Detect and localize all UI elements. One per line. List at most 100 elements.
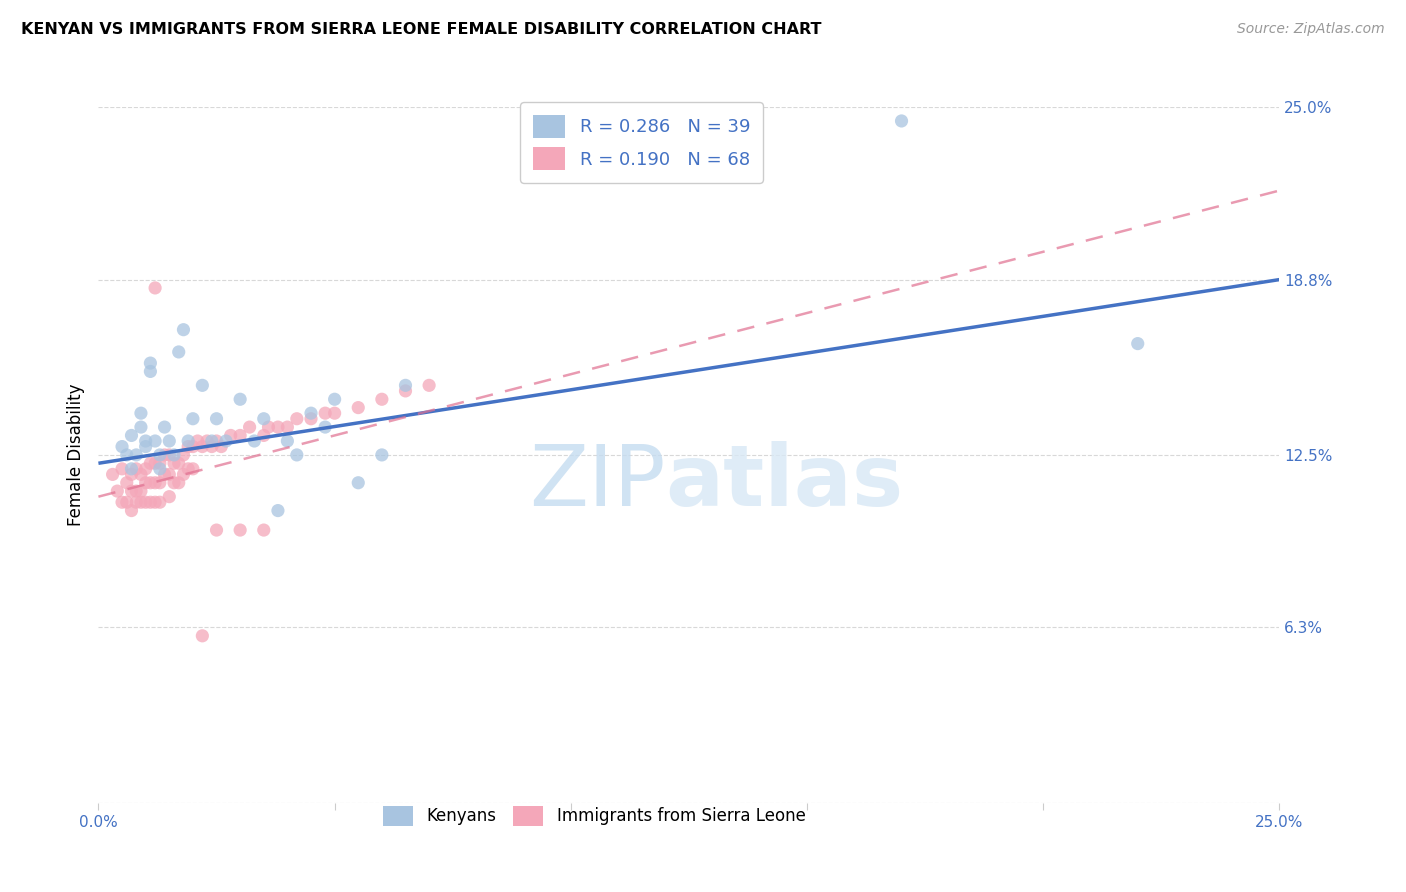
Point (181, 411, 204, 425)
Point (135, 434, 157, 448)
Point (172, 448, 194, 462)
Point (125, 448, 148, 462)
Point (101, 467, 124, 482)
Point (129, 495, 152, 509)
Point (299, 411, 322, 425)
Point (181, 440, 204, 454)
Point (267, 503, 290, 517)
Point (143, 475, 166, 490)
Point (229, 523, 252, 537)
Point (111, 462, 134, 476)
Point (149, 475, 172, 490)
Point (323, 392, 346, 407)
Point (177, 462, 200, 476)
Point (129, 406, 152, 420)
Point (157, 434, 180, 448)
Point (229, 428, 252, 442)
Point (125, 462, 148, 476)
Text: KENYAN VS IMMIGRANTS FROM SIERRA LEONE FEMALE DISABILITY CORRELATION CHART: KENYAN VS IMMIGRANTS FROM SIERRA LEONE F… (21, 22, 821, 37)
Point (163, 456, 186, 470)
Point (135, 462, 157, 476)
Point (135, 495, 157, 509)
Point (139, 495, 162, 509)
Point (239, 420, 262, 434)
Point (314, 420, 336, 434)
Point (143, 434, 166, 448)
Point (115, 495, 138, 509)
Point (394, 384, 416, 398)
Point (276, 434, 298, 448)
Point (157, 467, 180, 482)
Text: ZIP: ZIP (529, 442, 665, 524)
Point (299, 406, 322, 420)
Point (143, 495, 166, 509)
Point (201, 440, 224, 454)
Point (167, 475, 190, 490)
Point (157, 448, 180, 462)
Point (229, 392, 252, 407)
Point (139, 475, 162, 490)
Point (111, 440, 134, 454)
Point (143, 281, 166, 295)
Point (205, 411, 228, 425)
Point (191, 440, 214, 454)
Point (167, 456, 190, 470)
Point (215, 434, 238, 448)
Point (257, 420, 280, 434)
Point (347, 475, 370, 490)
Point (243, 434, 266, 448)
Point (149, 462, 172, 476)
Point (253, 428, 276, 442)
Point (121, 503, 143, 517)
Point (209, 440, 232, 454)
Point (121, 484, 143, 499)
Point (149, 456, 172, 470)
Point (149, 495, 172, 509)
Point (177, 440, 200, 454)
Point (323, 406, 346, 420)
Point (121, 462, 143, 476)
Point (167, 345, 190, 359)
Point (187, 434, 209, 448)
Y-axis label: Female Disability: Female Disability (66, 384, 84, 526)
Point (276, 420, 298, 434)
Point (163, 475, 186, 490)
Point (347, 401, 370, 415)
Point (181, 462, 204, 476)
Point (285, 411, 308, 425)
Point (172, 467, 194, 482)
Text: Source: ZipAtlas.com: Source: ZipAtlas.com (1237, 22, 1385, 37)
Point (143, 456, 166, 470)
Point (135, 440, 157, 454)
Point (201, 434, 224, 448)
Point (191, 629, 214, 643)
Point (135, 475, 157, 490)
Point (129, 420, 152, 434)
Point (115, 475, 138, 490)
Point (890, 114, 912, 128)
Point (129, 467, 152, 482)
Point (1126, 336, 1149, 351)
Point (205, 434, 228, 448)
Point (418, 378, 440, 392)
Point (153, 448, 176, 462)
Point (253, 411, 276, 425)
Point (121, 467, 143, 482)
Point (285, 448, 308, 462)
Point (314, 406, 336, 420)
Point (267, 420, 290, 434)
Legend: Kenyans, Immigrants from Sierra Leone: Kenyans, Immigrants from Sierra Leone (377, 799, 813, 833)
Point (394, 378, 416, 392)
Point (139, 456, 162, 470)
Point (111, 495, 134, 509)
Point (177, 434, 200, 448)
Point (125, 495, 148, 509)
Point (195, 434, 218, 448)
Point (172, 323, 194, 337)
Point (205, 523, 228, 537)
Point (139, 364, 162, 378)
Point (153, 420, 176, 434)
Point (149, 448, 172, 462)
Point (129, 484, 152, 499)
Point (157, 490, 180, 504)
